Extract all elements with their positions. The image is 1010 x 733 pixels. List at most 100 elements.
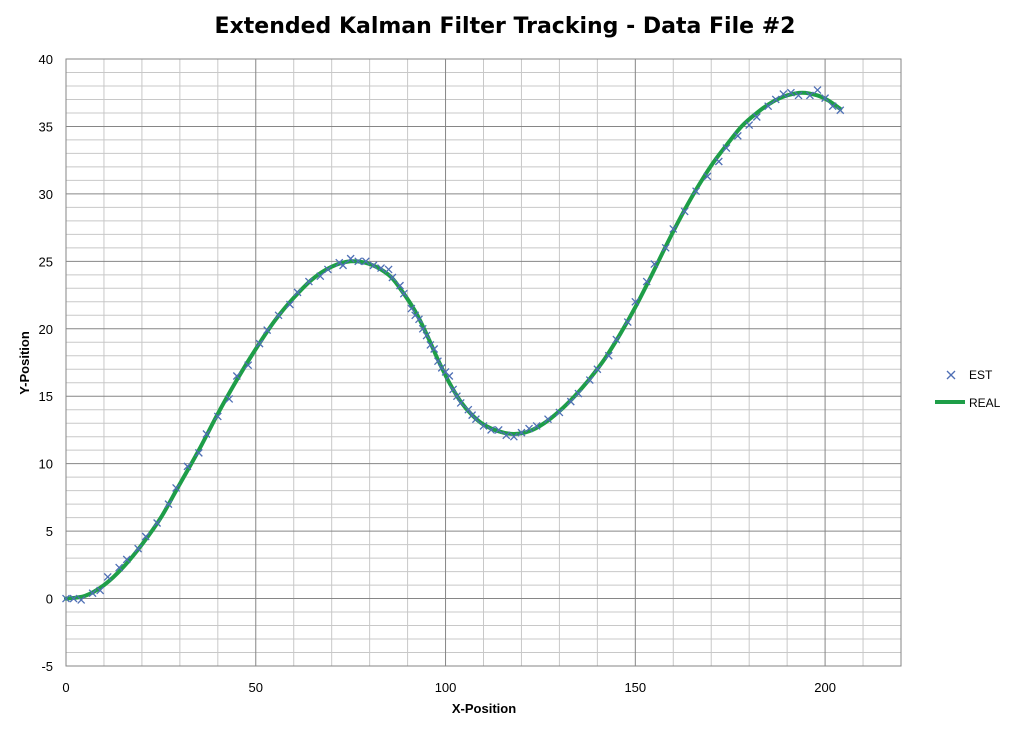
- est-point: [183, 462, 192, 471]
- est-point: [631, 297, 640, 306]
- est-point: [285, 300, 294, 309]
- est-point: [502, 431, 511, 440]
- est-point: [813, 86, 822, 94]
- est-point: [517, 428, 526, 437]
- est-point: [555, 408, 564, 417]
- est-point: [399, 289, 408, 298]
- est-point: [323, 265, 332, 274]
- est-point: [422, 331, 431, 340]
- est-point: [369, 261, 378, 270]
- y-tick-label: -5: [41, 659, 53, 674]
- est-point: [612, 335, 621, 344]
- est-point: [433, 357, 442, 366]
- est-point: [354, 257, 363, 266]
- y-axis-label: Y-Position: [17, 331, 32, 395]
- est-point: [316, 272, 325, 281]
- est-point: [714, 157, 723, 166]
- real-line: [64, 90, 843, 601]
- legend: EST REAL: [935, 368, 1001, 410]
- est-point: [703, 172, 712, 181]
- est-point: [471, 415, 480, 424]
- est-point: [122, 555, 131, 564]
- est-point: [525, 424, 534, 433]
- est-point: [745, 121, 754, 130]
- est-point: [202, 430, 211, 438]
- est-point: [692, 187, 701, 196]
- est-point: [452, 392, 461, 401]
- est-point: [509, 432, 518, 441]
- y-tick-label: 25: [39, 254, 53, 269]
- est-point: [255, 339, 264, 348]
- est-point: [487, 425, 496, 434]
- x-axis-tick-labels: 0 50 100 150 200: [62, 680, 836, 695]
- est-point: [388, 273, 397, 282]
- est-point: [335, 258, 344, 267]
- est-point: [494, 425, 503, 434]
- est-point: [396, 281, 404, 290]
- est-point: [88, 589, 97, 598]
- est-point: [213, 412, 222, 421]
- x-tick-label: 100: [435, 680, 457, 695]
- est-point: [164, 500, 173, 509]
- est-point: [430, 345, 439, 353]
- est-point: [669, 225, 678, 233]
- est-point: [115, 563, 124, 572]
- est-point: [244, 361, 253, 370]
- legend-label-real: REAL: [969, 396, 1001, 410]
- est-point: [418, 324, 427, 333]
- est-point: [680, 207, 689, 216]
- est-point: [456, 399, 465, 407]
- est-point: [771, 95, 780, 104]
- est-point: [103, 573, 112, 581]
- est-point: [96, 586, 105, 595]
- est-point: [77, 595, 86, 604]
- est-point: [722, 144, 731, 152]
- est-point: [593, 365, 602, 374]
- est-point: [642, 277, 651, 286]
- y-tick-label: 15: [39, 389, 53, 404]
- est-point: [194, 448, 203, 457]
- est-point: [585, 376, 594, 384]
- series-est: [62, 86, 845, 604]
- minor-gridlines: [66, 59, 902, 666]
- y-tick-label: 10: [39, 457, 53, 472]
- est-point: [69, 594, 78, 603]
- est-point: [650, 260, 659, 268]
- est-point: [604, 351, 613, 360]
- est-point: [574, 389, 583, 398]
- est-point: [384, 265, 393, 274]
- est-point: [339, 261, 348, 270]
- est-point: [445, 372, 454, 380]
- est-point: [304, 277, 313, 286]
- plot-area: [65, 58, 902, 667]
- est-point: [449, 385, 458, 394]
- y-tick-label: 5: [46, 524, 53, 539]
- est-point: [794, 91, 803, 100]
- chart-title: Extended Kalman Filter Tracking - Data F…: [215, 14, 796, 39]
- y-tick-label: 0: [46, 592, 53, 607]
- y-tick-label: 40: [39, 52, 53, 67]
- est-point: [566, 397, 575, 406]
- est-point: [752, 113, 761, 121]
- est-point: [293, 288, 302, 297]
- y-tick-label: 20: [39, 322, 53, 337]
- est-point: [464, 405, 473, 414]
- est-point: [232, 372, 241, 380]
- x-tick-label: 200: [814, 680, 836, 695]
- est-point: [377, 264, 385, 273]
- legend-label-est: EST: [969, 368, 993, 382]
- est-point: [479, 421, 488, 430]
- est-point: [779, 90, 788, 99]
- est-point: [62, 594, 70, 603]
- x-tick-label: 0: [62, 680, 69, 695]
- y-tick-label: 30: [39, 187, 53, 202]
- est-point: [623, 318, 632, 326]
- est-point: [153, 519, 162, 527]
- est-point: [407, 304, 416, 313]
- est-point: [733, 131, 742, 140]
- est-point: [764, 102, 773, 111]
- est-point: [821, 94, 830, 103]
- est-point: [786, 88, 795, 97]
- est-point: [661, 243, 670, 252]
- est-point: [544, 415, 552, 424]
